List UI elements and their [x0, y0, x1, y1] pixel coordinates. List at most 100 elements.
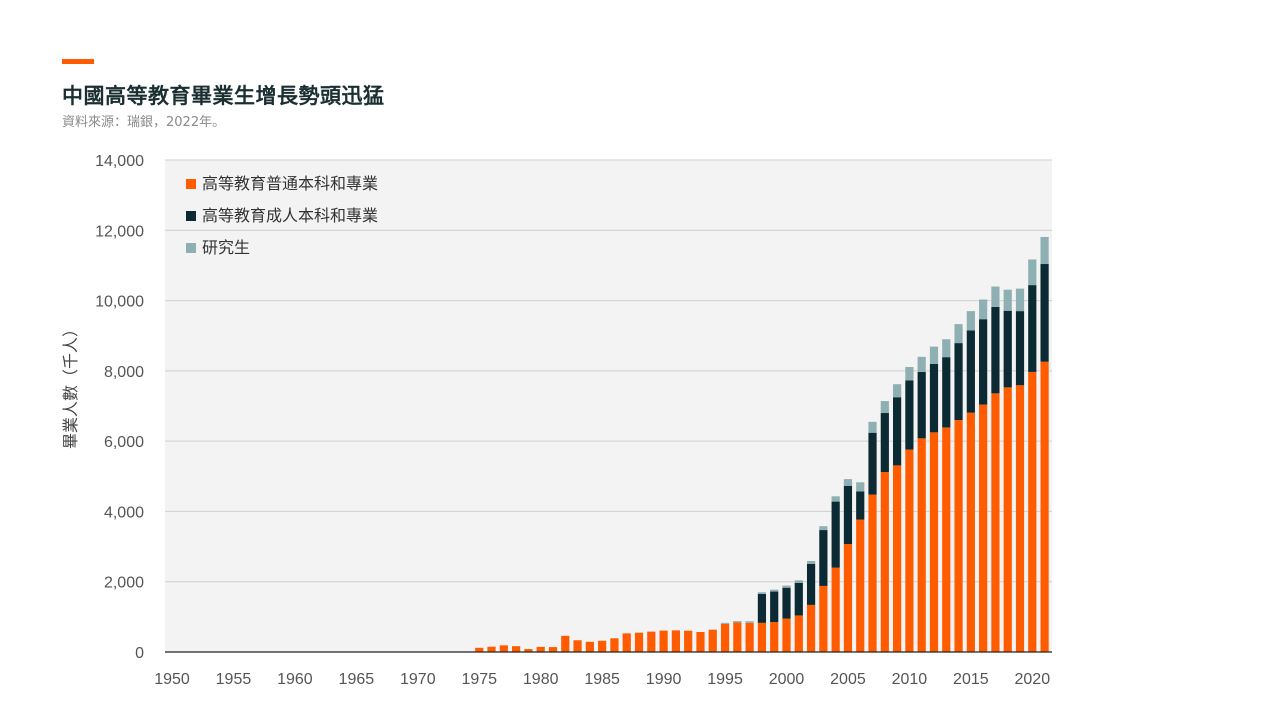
- bar-segment-regular: [782, 618, 791, 652]
- x-tick-label: 2000: [769, 671, 805, 688]
- bar-segment-adult: [929, 363, 939, 433]
- bar-segment-regular: [745, 622, 754, 652]
- bar-segment-graduate: [1040, 236, 1049, 265]
- bar-segment-graduate: [720, 622, 730, 624]
- bar-segment-adult: [806, 563, 816, 605]
- bar-segment-graduate: [757, 592, 767, 595]
- bar-segment-regular: [942, 427, 951, 652]
- bar-segment-graduate: [868, 421, 877, 433]
- bar-segment-regular: [905, 449, 914, 652]
- bar-segment-adult: [757, 594, 767, 623]
- bar-segment-regular: [929, 432, 939, 652]
- bar-segment-graduate: [819, 526, 828, 531]
- x-tick-label: 1995: [707, 671, 743, 688]
- bar-segment-regular: [954, 420, 963, 652]
- chart-title: 中國高等教育畢業生增長勢頭迅猛: [62, 84, 385, 108]
- accent-bar: [62, 59, 94, 64]
- bar-segment-adult: [954, 343, 963, 421]
- bar-segment-graduate: [770, 589, 779, 592]
- bar-segment-graduate: [856, 482, 865, 492]
- x-tick-label: 1975: [461, 671, 497, 688]
- bar-segment-regular: [548, 647, 558, 652]
- legend-swatch: [186, 243, 196, 253]
- bar-segment-adult: [966, 330, 975, 413]
- legend-swatch: [186, 211, 196, 221]
- bar-segment-graduate: [942, 339, 951, 358]
- bar-segment-adult: [1028, 285, 1037, 372]
- legend-label: 研究生: [202, 238, 250, 257]
- bar-segment-graduate: [991, 286, 1000, 307]
- y-tick-label: 14,000: [95, 153, 144, 170]
- bar-segment-regular: [819, 585, 828, 652]
- bar-segment-regular: [610, 638, 619, 652]
- bar-segment-regular: [524, 649, 533, 652]
- bar-segment-adult: [880, 413, 889, 473]
- bar-segment-regular: [979, 404, 988, 652]
- bar-segment-graduate: [880, 401, 889, 414]
- bar-segment-regular: [598, 640, 607, 652]
- legend-label: 高等教育成人本科和專業: [202, 206, 378, 225]
- bar-segment-adult: [905, 380, 914, 450]
- bar-segment-regular: [659, 630, 668, 652]
- legend-swatch: [186, 179, 196, 189]
- bar-segment-graduate: [831, 496, 840, 502]
- bar-segment-regular: [1015, 385, 1025, 652]
- bar-segment-adult: [868, 432, 877, 495]
- y-tick-label: 10,000: [95, 294, 144, 311]
- x-tick-label: 1950: [154, 671, 190, 688]
- bar-segment-regular: [512, 646, 521, 652]
- y-tick-label: 8,000: [104, 364, 144, 381]
- bar-segment-graduate: [905, 366, 914, 381]
- bar-segment-graduate: [1003, 289, 1012, 311]
- bar-segment-adult: [843, 485, 853, 545]
- bar-segment-graduate: [733, 621, 742, 623]
- bar-segment-regular: [708, 629, 717, 652]
- bar-segment-regular: [475, 647, 484, 652]
- x-tick-label: 2005: [830, 671, 866, 688]
- bar-segment-regular: [647, 631, 656, 652]
- x-tick-label: 1970: [400, 671, 436, 688]
- bar-segment-regular: [573, 640, 582, 652]
- bar-segment-adult: [770, 591, 779, 623]
- y-tick-label: 6,000: [104, 434, 144, 451]
- legend-label: 高等教育普通本科和專業: [202, 174, 378, 193]
- bar-segment-graduate: [929, 346, 939, 364]
- bar-segment-regular: [843, 544, 853, 652]
- y-tick-label: 4,000: [104, 504, 144, 521]
- bar-segment-regular: [733, 622, 742, 652]
- bar-segment-graduate: [782, 585, 791, 588]
- bar-segment-regular: [585, 641, 594, 652]
- bar-segment-graduate: [806, 560, 816, 564]
- bar-segment-adult: [1015, 311, 1025, 386]
- chart-source-note: 資料來源：瑞銀，2022年。: [62, 115, 226, 130]
- bar-segment-regular: [561, 635, 570, 652]
- y-tick-label: 0: [135, 645, 144, 662]
- bar-segment-adult: [782, 587, 791, 619]
- bar-segment-adult: [794, 582, 803, 616]
- bar-segment-adult: [819, 530, 828, 586]
- y-tick-label: 12,000: [95, 223, 144, 240]
- bar-segment-regular: [499, 645, 508, 652]
- x-tick-label: 1965: [339, 671, 375, 688]
- bar-segment-regular: [536, 646, 545, 652]
- bar-segment-regular: [1003, 387, 1012, 652]
- bar-segment-regular: [856, 519, 865, 652]
- x-tick-label: 1960: [277, 671, 313, 688]
- bar-segment-regular: [966, 412, 975, 652]
- bar-segment-adult: [979, 319, 988, 405]
- bar-segment-graduate: [966, 311, 975, 331]
- x-tick-label: 2010: [892, 671, 928, 688]
- bar-segment-graduate: [917, 356, 926, 372]
- bar-segment-regular: [991, 393, 1000, 652]
- x-axis-ticks: 1950 1955 1960 1965 1970 1975 1980 1985 1990 1995…: [154, 671, 1050, 688]
- bar-segment-regular: [622, 633, 631, 652]
- bar-segment-adult: [917, 371, 926, 439]
- bar-segment-regular: [757, 622, 767, 652]
- bar-segment-regular: [1028, 371, 1037, 652]
- y-tick-label: 2,000: [104, 575, 144, 592]
- bar-segment-adult: [1040, 264, 1049, 362]
- y-axis-ticks: 0 2,000 4,000 6,000 8,000 10,000 12,000 14,000: [95, 153, 144, 662]
